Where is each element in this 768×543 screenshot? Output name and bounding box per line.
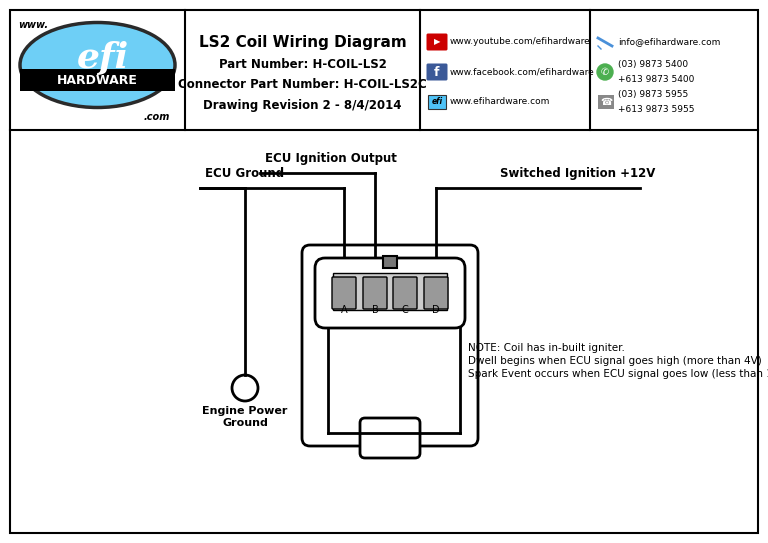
Text: efi: efi — [76, 41, 128, 75]
FancyBboxPatch shape — [426, 64, 448, 80]
Text: HARDWARE: HARDWARE — [57, 73, 138, 86]
Text: A: A — [341, 305, 347, 315]
Text: Switched Ignition +12V: Switched Ignition +12V — [500, 167, 655, 180]
Text: ☎: ☎ — [600, 97, 612, 107]
Ellipse shape — [597, 64, 613, 80]
Text: +613 9873 5955: +613 9873 5955 — [618, 104, 694, 113]
Ellipse shape — [20, 22, 175, 108]
Text: (03) 9873 5400: (03) 9873 5400 — [618, 60, 688, 70]
Text: www.efihardware.com: www.efihardware.com — [450, 98, 551, 106]
Text: C: C — [402, 305, 409, 315]
Text: LS2 Coil Wiring Diagram: LS2 Coil Wiring Diagram — [199, 35, 406, 49]
FancyBboxPatch shape — [332, 277, 356, 309]
Text: www.facebook.com/efihardware: www.facebook.com/efihardware — [450, 67, 594, 77]
FancyBboxPatch shape — [426, 34, 448, 50]
Text: Dwell begins when ECU signal goes high (more than 4V): Dwell begins when ECU signal goes high (… — [468, 356, 762, 366]
Bar — [20, 69, 175, 91]
Text: info@efihardware.com: info@efihardware.com — [618, 37, 720, 47]
Text: D: D — [432, 305, 440, 315]
Text: .com: .com — [144, 112, 170, 122]
Text: www.youtube.com/efihardware: www.youtube.com/efihardware — [450, 37, 591, 47]
Text: +613 9873 5400: +613 9873 5400 — [618, 74, 694, 84]
FancyBboxPatch shape — [302, 245, 478, 446]
FancyBboxPatch shape — [424, 277, 448, 309]
FancyBboxPatch shape — [363, 277, 387, 309]
Text: efi: efi — [432, 98, 442, 106]
Text: (03) 9873 5955: (03) 9873 5955 — [618, 91, 688, 99]
Text: NOTE: Coil has in-built igniter.: NOTE: Coil has in-built igniter. — [468, 343, 625, 353]
Text: ▶: ▶ — [434, 37, 440, 47]
Text: Engine Power
Ground: Engine Power Ground — [202, 406, 288, 427]
Text: www.: www. — [18, 20, 48, 30]
Text: ECU Ignition Output: ECU Ignition Output — [265, 152, 397, 165]
FancyBboxPatch shape — [393, 277, 417, 309]
FancyBboxPatch shape — [383, 256, 397, 268]
Bar — [598, 95, 614, 109]
Text: Spark Event occurs when ECU signal goes low (less than 1V): Spark Event occurs when ECU signal goes … — [468, 369, 768, 379]
Text: Part Number: H-COIL-LS2: Part Number: H-COIL-LS2 — [219, 59, 386, 72]
FancyBboxPatch shape — [315, 258, 465, 328]
Text: ✆: ✆ — [601, 67, 609, 77]
FancyBboxPatch shape — [360, 418, 420, 458]
Text: f: f — [434, 66, 440, 79]
Text: Connector Part Number: H-COIL-LS2C: Connector Part Number: H-COIL-LS2C — [178, 79, 427, 92]
Text: B: B — [372, 305, 379, 315]
FancyBboxPatch shape — [333, 273, 447, 310]
Text: Drawing Revision 2 - 8/4/2014: Drawing Revision 2 - 8/4/2014 — [204, 98, 402, 111]
FancyBboxPatch shape — [428, 95, 446, 109]
Text: ECU Ground: ECU Ground — [205, 167, 284, 180]
